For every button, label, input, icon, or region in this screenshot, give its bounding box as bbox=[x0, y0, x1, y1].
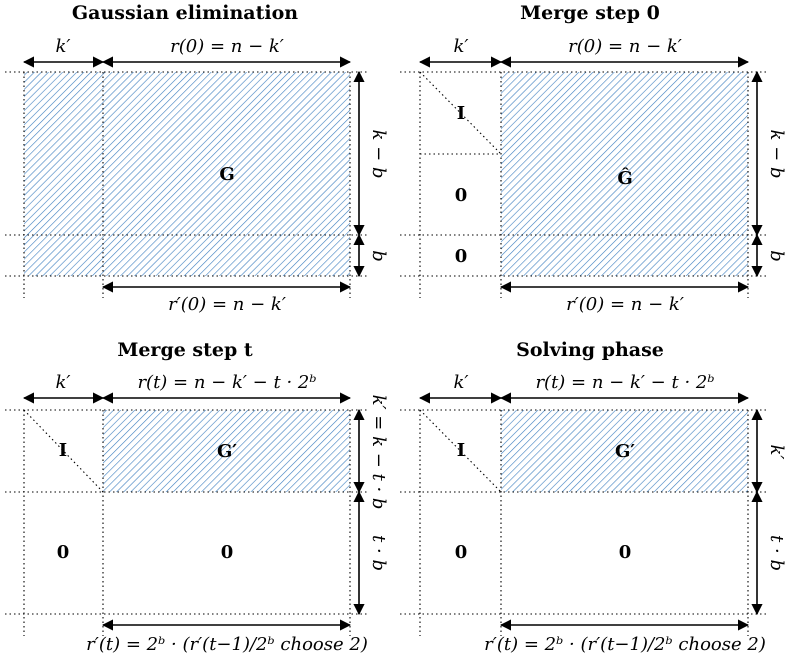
zero-lower-label: 0 bbox=[455, 246, 468, 267]
b-label: b bbox=[766, 250, 785, 262]
tb-label: t · b bbox=[766, 535, 785, 571]
matrix-gprime-block bbox=[103, 410, 350, 492]
r0-label: r(0) = n − k′ bbox=[568, 36, 682, 57]
kprime-label: k′ bbox=[56, 36, 71, 57]
rtprime-label: r′(t) = 2ᵇ · (r′(t−1)/2ᵇ choose 2) bbox=[484, 634, 766, 655]
matrix-gprime-label: G′ bbox=[217, 441, 237, 462]
panel-title: Merge step 0 bbox=[520, 2, 660, 24]
k-minus-b-label: k − b bbox=[766, 130, 785, 179]
kprime-label: k′ bbox=[454, 372, 469, 393]
kprime-k-tb-label: k′ = k − t · b bbox=[368, 395, 389, 510]
matrix-g-label: G bbox=[219, 164, 234, 185]
panel-title: Gaussian elimination bbox=[72, 2, 298, 24]
kprime-right-label: k′ bbox=[766, 445, 785, 460]
matrix-gprime-block bbox=[501, 410, 748, 492]
matrix-ghat-label: Ĝ bbox=[617, 166, 632, 189]
tb-label: t · b bbox=[368, 535, 389, 571]
kprime-label: k′ bbox=[56, 372, 71, 393]
zero-upper-label: 0 bbox=[455, 185, 468, 206]
identity-diagonal bbox=[419, 71, 502, 155]
identity-label: I bbox=[59, 440, 67, 461]
matrix-ghat-block bbox=[501, 72, 748, 276]
r0-label: r(0) = n − k′ bbox=[170, 36, 284, 57]
panel-solving-phase: Solving phase k′ r(t) = n − k′ − t · 2ᵇ … bbox=[400, 339, 785, 655]
zero-right-label: 0 bbox=[221, 542, 234, 563]
matrix-gprime-label: G′ bbox=[615, 441, 635, 462]
identity-label: I bbox=[457, 103, 465, 124]
zero-left-label: 0 bbox=[57, 542, 70, 563]
r0prime-label: r′(0) = n − k′ bbox=[566, 294, 684, 315]
b-label: b bbox=[368, 250, 389, 262]
identity-diagonal bbox=[419, 409, 502, 493]
kprime-label: k′ bbox=[454, 36, 469, 57]
rt-label: r(t) = n − k′ − t · 2ᵇ bbox=[535, 372, 714, 393]
r0prime-label: r′(0) = n − k′ bbox=[168, 294, 286, 315]
panel-title: Merge step t bbox=[117, 339, 253, 361]
k-minus-b-label: k − b bbox=[368, 130, 389, 179]
identity-label: I bbox=[457, 440, 465, 461]
rt-label: r(t) = n − k′ − t · 2ᵇ bbox=[137, 372, 316, 393]
panel-title: Solving phase bbox=[516, 339, 664, 361]
rtprime-label: r′(t) = 2ᵇ · (r′(t−1)/2ᵇ choose 2) bbox=[86, 634, 368, 655]
identity-diagonal bbox=[23, 409, 104, 493]
panel-merge-step-t: Merge step t k′ r(t) = n − k′ − t · 2ᵇ I… bbox=[5, 339, 389, 655]
zero-right-label: 0 bbox=[619, 542, 632, 563]
zero-left-label: 0 bbox=[455, 542, 468, 563]
panel-gaussian-elimination: Gaussian elimination k′ r(0) = n − k′ G … bbox=[5, 2, 389, 315]
panel-merge-step-0: Merge step 0 k′ r(0) = n − k′ I 0 0 Ĝ k … bbox=[400, 2, 785, 315]
matrix-g-block bbox=[24, 72, 350, 276]
